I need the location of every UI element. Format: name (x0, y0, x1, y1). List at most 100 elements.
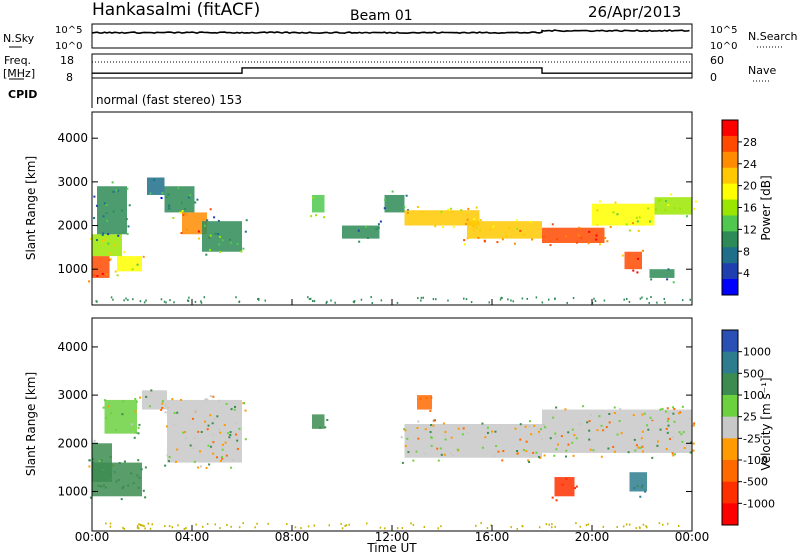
velocity-ground-speckle (168, 525, 171, 528)
power-speckle (473, 217, 476, 220)
velocity-speckle (574, 487, 577, 490)
velocity-speckle (135, 400, 138, 403)
velocity-speckle (164, 464, 167, 467)
power-speckle (126, 187, 129, 190)
velocity-ground-speckle (206, 522, 209, 525)
velocity-speckle (462, 427, 465, 430)
power-speckle (375, 228, 378, 231)
nsky-panel-frame (91, 23, 693, 49)
power-speckle (516, 219, 519, 222)
power-ground-speckle (521, 297, 524, 300)
velocity-ground-speckle (379, 526, 382, 529)
power-region (342, 225, 380, 239)
power-region (182, 212, 207, 235)
power-speckle (667, 204, 670, 207)
velocity-speckle (102, 484, 105, 487)
power-ground-speckle (187, 299, 190, 302)
time-tick-label: 04:00 (175, 530, 210, 544)
power-ground-speckle (258, 298, 260, 301)
velocity-ground-speckle (538, 526, 541, 529)
power-colorbar-segment (722, 231, 738, 248)
velocity-speckle (193, 436, 196, 439)
power-speckle (105, 212, 108, 215)
power-ground-speckle (641, 296, 643, 299)
velocity-speckle (659, 408, 662, 411)
velocity-region (404, 424, 542, 458)
power-speckle (188, 196, 191, 199)
power-ground-speckle (309, 297, 312, 300)
velocity-speckle (647, 428, 650, 431)
power-speckle (315, 214, 318, 217)
time-tick-label: 16:00 (475, 530, 510, 544)
velocity-ground-speckle (579, 525, 581, 528)
power-speckle (452, 225, 455, 228)
velocity-ground-speckle (340, 522, 342, 525)
velocity-ground-speckle (486, 527, 489, 530)
power-speckle (180, 201, 183, 204)
power-speckle (694, 200, 697, 203)
power-speckle (465, 223, 468, 226)
velocity-speckle (560, 435, 563, 438)
power-speckle (364, 225, 367, 228)
velocity-speckle (130, 472, 133, 475)
power-speckle (168, 204, 171, 207)
velocity-colorbar-tick-label: -500 (743, 476, 768, 489)
velocity-speckle (423, 452, 426, 455)
velocity-speckle (605, 426, 608, 429)
velocity-speckle (457, 427, 460, 430)
power-colorbar-segment (722, 215, 738, 232)
velocity-speckle (444, 430, 447, 433)
velocity-speckle (519, 438, 522, 441)
nsky-trace (91, 29, 690, 35)
power-speckle (116, 274, 119, 277)
velocity-speckle (608, 412, 611, 415)
velocity-speckle (433, 419, 436, 422)
velocity-ground-speckle (300, 527, 302, 530)
velocity-speckle (538, 433, 541, 436)
power-speckle (679, 207, 682, 210)
power-speckle (549, 244, 552, 247)
velocity-speckle (589, 448, 592, 451)
velocity-ground-speckle (230, 525, 232, 528)
velocity-ground-speckle (575, 522, 577, 525)
velocity-speckle (565, 477, 568, 480)
power-ylabel: Slant Range [km] (24, 156, 38, 260)
velocity-colorbar-tick-label: 500 (743, 367, 764, 380)
velocity-ground-speckle (628, 523, 631, 526)
velocity-speckle (672, 454, 675, 457)
power-speckle (377, 223, 380, 226)
power-ground-speckle (353, 300, 356, 303)
power-speckle (209, 208, 212, 211)
power-ground-speckle (510, 299, 512, 302)
velocity-speckle (176, 448, 179, 451)
power-ground-speckle (681, 299, 684, 302)
velocity-ground-speckle (384, 527, 386, 530)
power-speckle (136, 263, 139, 266)
velocity-speckle (92, 461, 95, 464)
velocity-ground-speckle (401, 527, 404, 530)
velocity-speckle (493, 455, 496, 458)
velocity-ground-speckle (123, 527, 126, 530)
velocity-ground-speckle (410, 522, 412, 525)
velocity-speckle (209, 414, 212, 417)
velocity-speckle (166, 454, 169, 457)
velocity-speckle (620, 432, 623, 435)
velocity-speckle (443, 453, 446, 456)
velocity-region (92, 462, 142, 497)
velocity-ground-speckle (256, 522, 258, 525)
velocity-speckle (525, 440, 528, 443)
velocity-colorbar-segment (722, 373, 738, 396)
power-speckle (358, 240, 361, 243)
velocity-speckle (571, 441, 574, 444)
power-colorbar-segment (722, 120, 738, 137)
velocity-speckle (553, 454, 556, 457)
velocity-speckle (616, 433, 619, 436)
velocity-speckle (555, 448, 558, 451)
power-speckle (310, 215, 313, 218)
velocity-speckle (430, 436, 433, 439)
velocity-speckle (538, 430, 541, 433)
velocity-speckle (117, 479, 120, 482)
velocity-speckle (613, 412, 616, 415)
power-region (404, 210, 480, 226)
power-speckle (181, 210, 184, 213)
